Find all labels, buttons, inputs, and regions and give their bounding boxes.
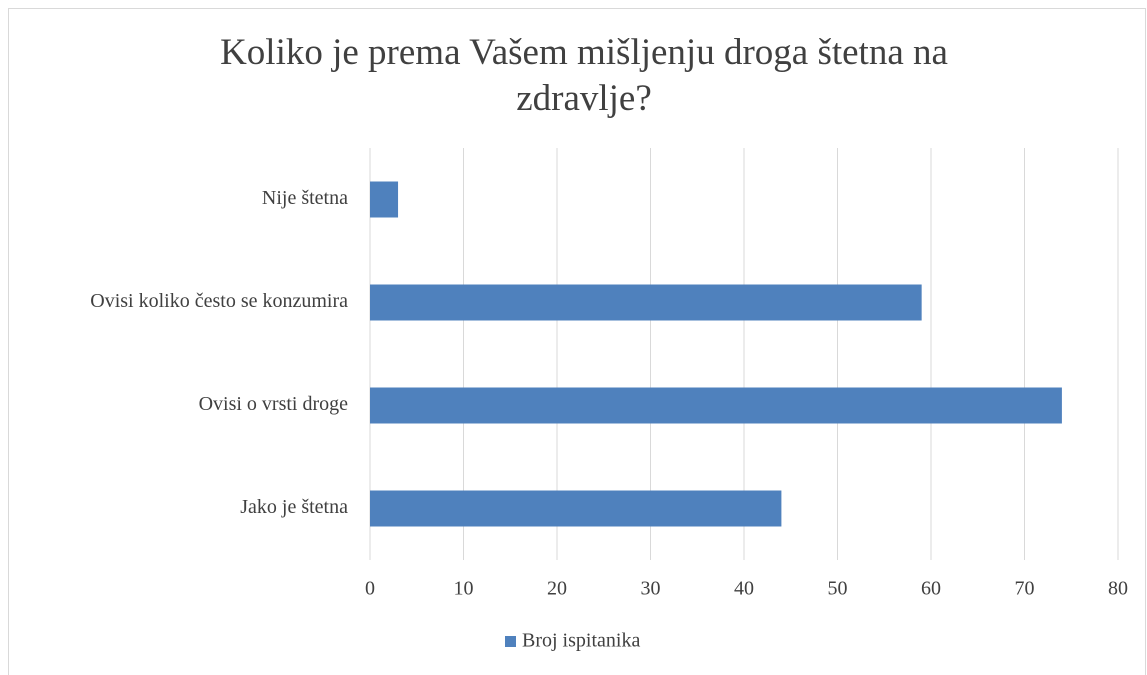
bar xyxy=(370,284,922,321)
y-tick-label: Ovisi koliko često se konzumira xyxy=(90,290,348,312)
y-tick-label: Jako je štetna xyxy=(240,496,348,518)
x-tick-label: 80 xyxy=(1108,578,1128,600)
bar xyxy=(370,490,782,527)
bar xyxy=(370,387,1062,424)
chart-border xyxy=(8,8,1146,675)
x-tick-label: 70 xyxy=(1015,578,1035,600)
x-tick-label: 30 xyxy=(641,578,661,600)
x-tick-label: 40 xyxy=(734,578,754,600)
chart-title: Koliko je prema Vašem mišljenju droga št… xyxy=(220,32,948,119)
x-tick-label: 60 xyxy=(921,578,941,600)
y-tick-label: Ovisi o vrsti droge xyxy=(199,393,349,415)
x-tick-label: 50 xyxy=(828,578,848,600)
x-tick-label: 20 xyxy=(547,578,567,600)
bar xyxy=(370,181,399,218)
legend-swatch xyxy=(505,636,516,647)
x-tick-label: 10 xyxy=(454,578,474,600)
legend-label: Broj ispitanika xyxy=(522,630,640,652)
x-tick-label: 0 xyxy=(365,578,375,600)
y-tick-label: Nije štetna xyxy=(262,187,348,209)
